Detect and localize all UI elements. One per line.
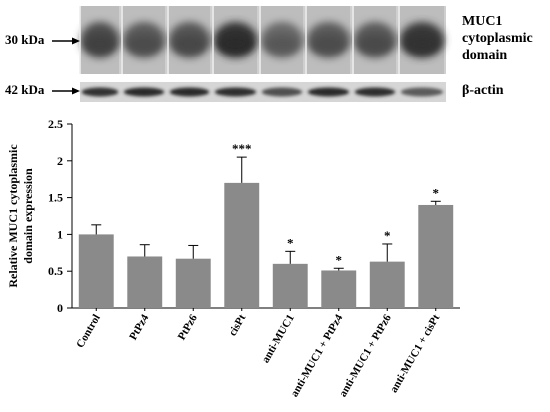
y-tick-label: 1.5 (48, 191, 63, 205)
x-tick-label-6: anti-MUC1 + PtPz6 (337, 312, 394, 399)
x-tick-label-5: anti-MUC1 + PtPz4 (288, 312, 345, 399)
bar-4 (272, 263, 308, 308)
y-tick-label: 2.5 (48, 117, 63, 131)
significance-label-7: * (433, 185, 440, 200)
western-blot-panel (52, 6, 446, 102)
protein-label-cytoplasmic: cytoplasmic (462, 31, 533, 46)
bar-1 (127, 256, 163, 308)
y-tick-label: 0 (57, 301, 63, 315)
protein-label-beta-actin: β-actin (462, 83, 504, 98)
y-tick-label: 2 (57, 154, 63, 168)
bar-0 (78, 234, 114, 308)
significance-label-4: * (287, 235, 294, 250)
x-tick-label-2: PtPz6 (176, 312, 200, 342)
significance-label-3: *** (232, 141, 252, 156)
marker-arrowhead-30kda (72, 37, 80, 45)
bar-6 (369, 261, 405, 308)
bar-5 (321, 270, 357, 308)
bar-2 (175, 258, 211, 308)
marker-label-42kda: 42 kDa (5, 82, 45, 97)
protein-label-muc1: MUC1 (462, 14, 503, 29)
x-tick-label-0: Control (74, 313, 103, 351)
x-tick-label-4: anti-MUC1 (260, 313, 297, 366)
x-tick-label-3: cisPt (227, 312, 249, 338)
beta-actin-blot-image (80, 82, 446, 102)
protein-label-domain: domain (462, 48, 508, 63)
y-axis-label-line1: Relative MUC1 cytoplasmic (6, 144, 20, 288)
marker-arrowhead-42kda (72, 87, 80, 95)
y-tick-label: 0.5 (48, 264, 63, 278)
bar-7 (418, 204, 454, 308)
significance-label-6: * (384, 228, 391, 243)
y-tick-label: 1 (57, 227, 63, 241)
x-tick-label-1: PtPz4 (127, 312, 151, 342)
marker-label-30kda: 30 kDa (5, 32, 45, 47)
muc1-blot-image (79, 6, 446, 74)
y-axis-label-line2: domain expression (21, 168, 35, 264)
x-tick-label-7: anti-MUC1 + cisPt (388, 312, 443, 395)
significance-label-5: * (336, 252, 343, 267)
bar-3 (224, 182, 260, 308)
